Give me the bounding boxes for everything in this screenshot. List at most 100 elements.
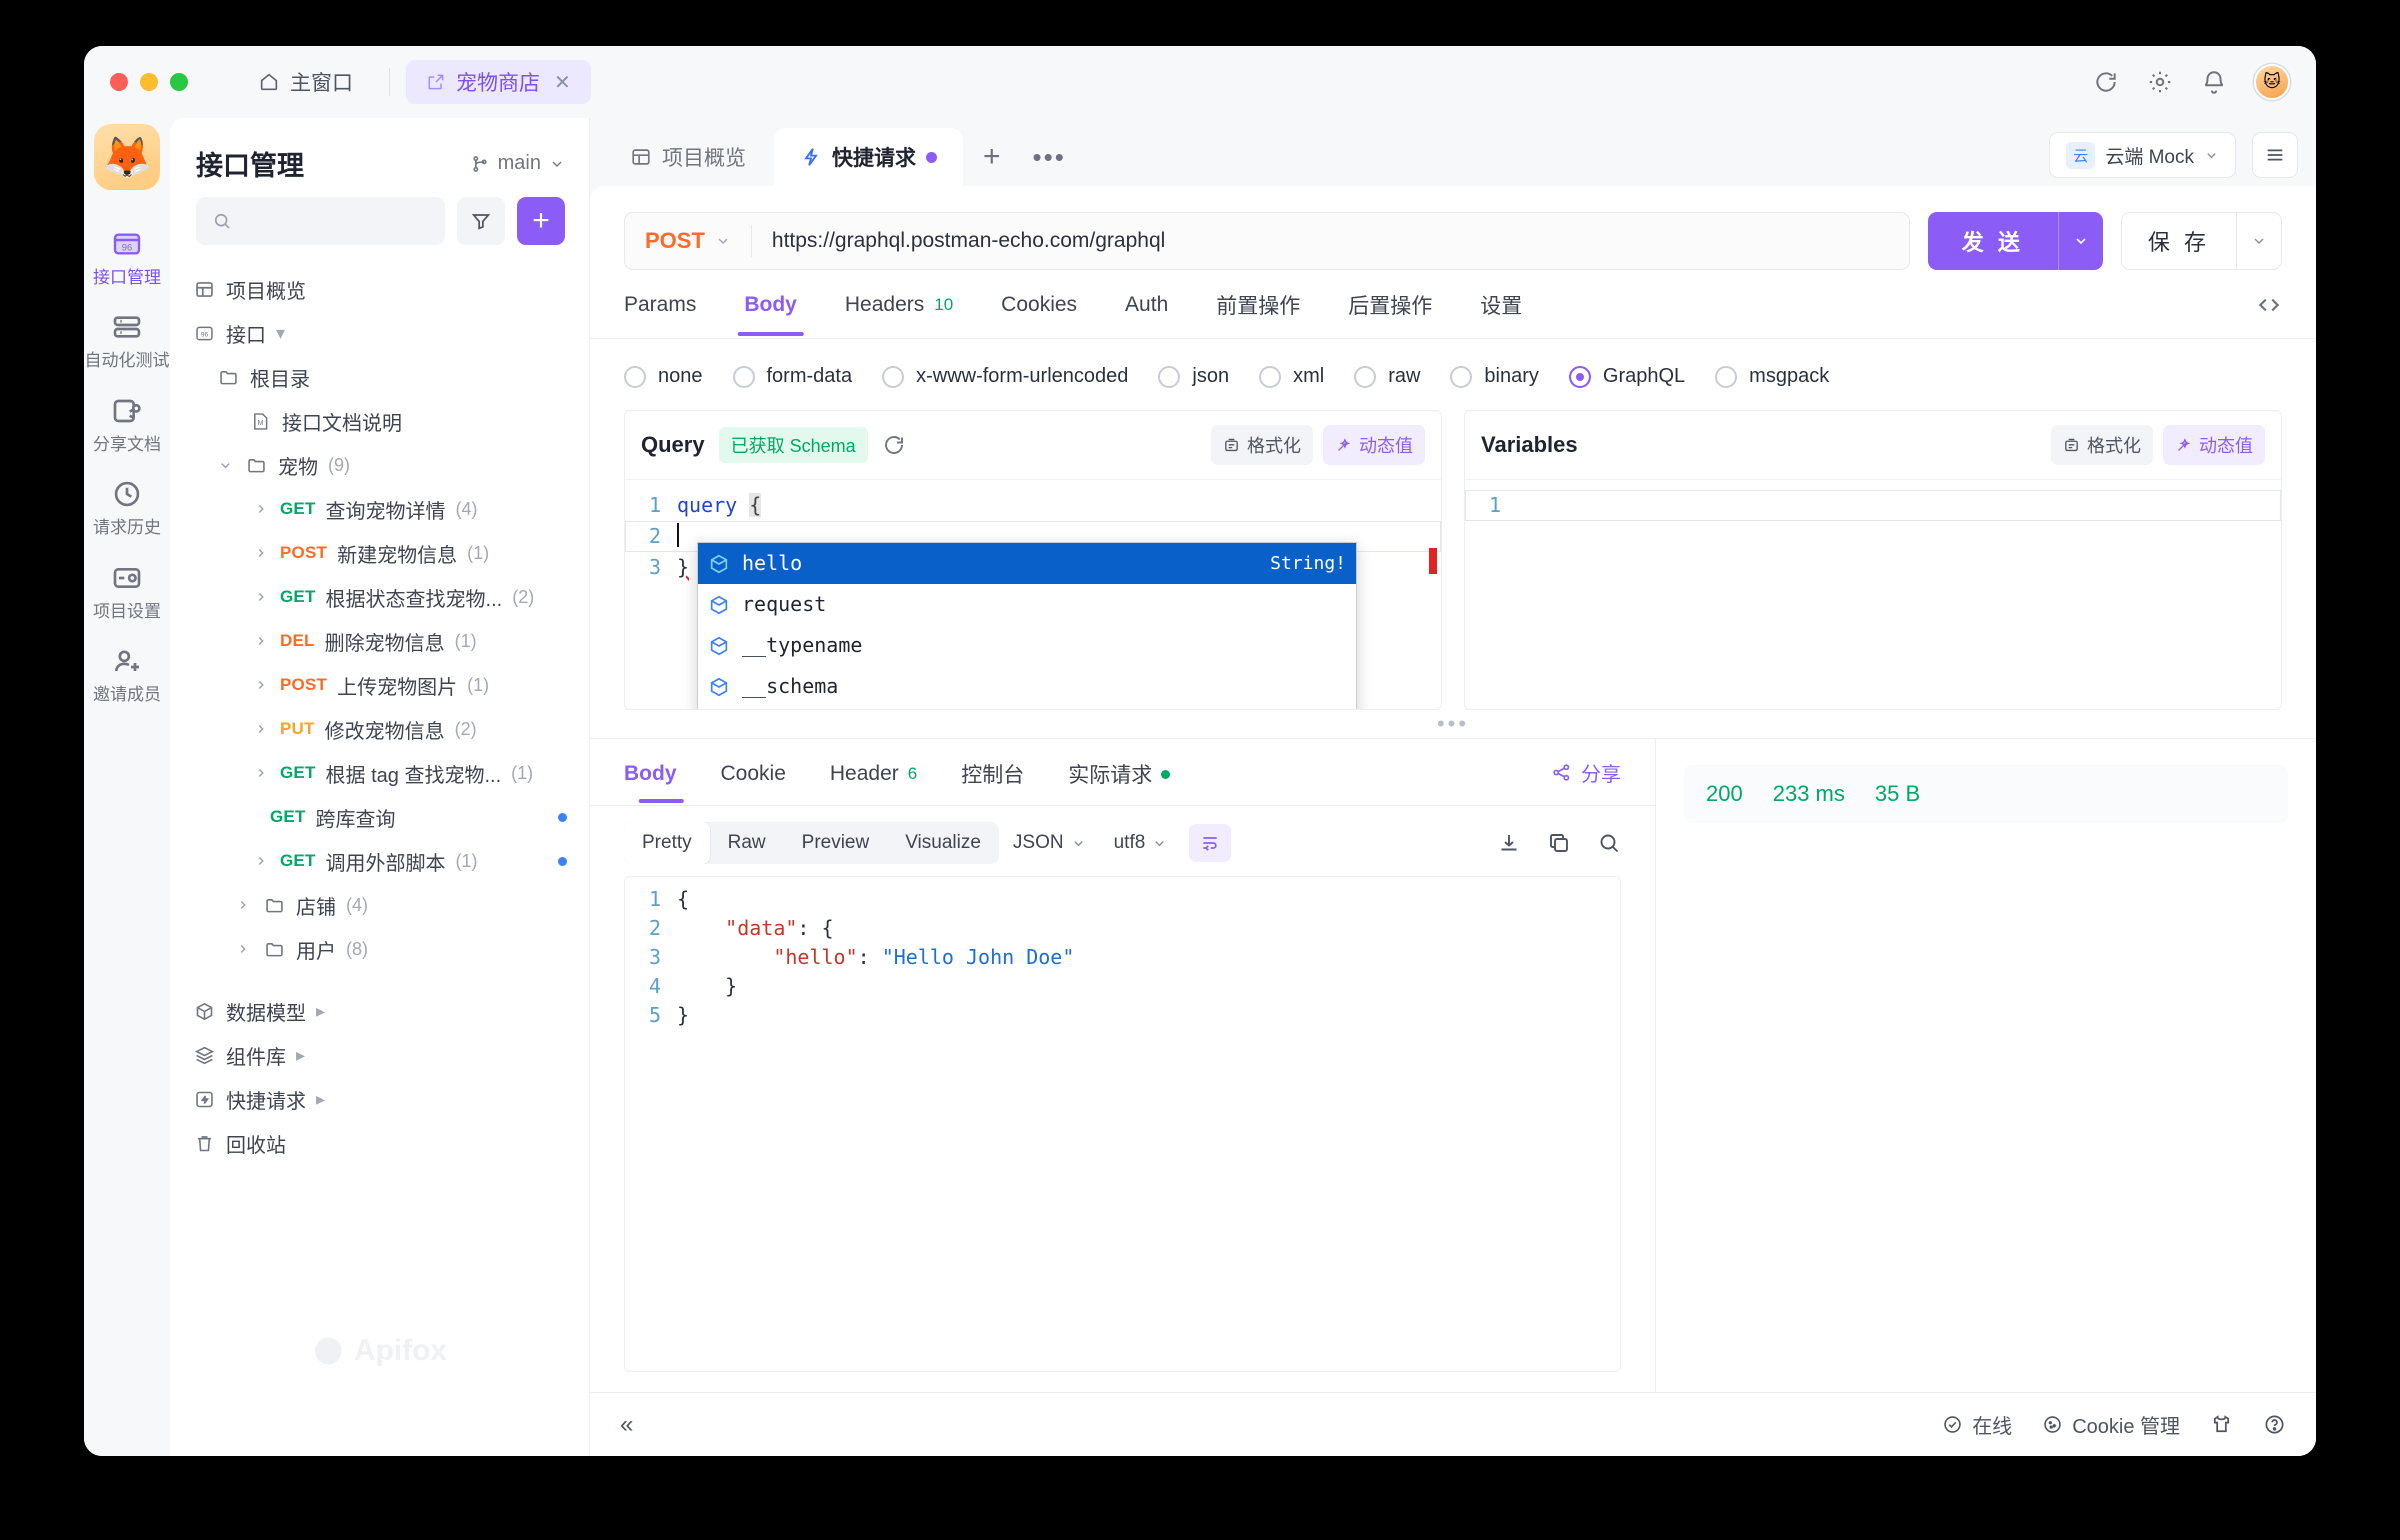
- rail-item-api-management[interactable]: 96 接口管理: [84, 216, 170, 299]
- body-type-none[interactable]: none: [624, 365, 703, 388]
- body-type-binary[interactable]: binary: [1450, 365, 1539, 388]
- view-mode-pretty[interactable]: Pretty: [624, 822, 710, 864]
- autocomplete-item[interactable]: __type: [698, 707, 1356, 709]
- tab-body[interactable]: Body: [720, 293, 821, 335]
- body-type-xml[interactable]: xml: [1259, 365, 1324, 388]
- query-editor[interactable]: 1 query { 2 3 }: [625, 479, 1441, 709]
- chevron-down-icon[interactable]: [216, 458, 234, 473]
- minimize-window-button[interactable]: [140, 73, 158, 91]
- gear-icon[interactable]: [2146, 68, 2174, 96]
- tree-api-row[interactable]: DEL 删除宠物信息 (1): [180, 619, 579, 663]
- sidebar-item-component-library[interactable]: 组件库 ▸: [180, 1033, 579, 1077]
- tab-more-button[interactable]: •••: [1032, 141, 1066, 172]
- shirt-icon[interactable]: [2210, 1413, 2233, 1436]
- method-selector[interactable]: POST: [625, 228, 751, 254]
- window-tab-home[interactable]: 主窗口: [238, 60, 373, 104]
- tab-cookies[interactable]: Cookies: [977, 293, 1101, 335]
- online-status[interactable]: 在线: [1942, 1410, 2012, 1439]
- format-button[interactable]: 格式化: [1211, 425, 1313, 465]
- sync-icon[interactable]: [2092, 68, 2120, 96]
- chevron-right-icon[interactable]: ▸: [316, 1000, 326, 1021]
- response-tab-console[interactable]: 控制台: [939, 739, 1046, 805]
- rail-item-history[interactable]: 请求历史: [84, 466, 170, 549]
- chevron-right-icon[interactable]: [252, 722, 270, 736]
- body-type-msgpack[interactable]: msgpack: [1715, 365, 1829, 388]
- chevron-right-icon[interactable]: [252, 766, 270, 780]
- tree-api-row[interactable]: GET 调用外部脚本 (1): [180, 839, 579, 883]
- maximize-window-button[interactable]: [170, 73, 188, 91]
- autocomplete-item[interactable]: request: [698, 584, 1356, 625]
- cookie-manager-button[interactable]: Cookie 管理: [2042, 1410, 2180, 1439]
- response-tab-header[interactable]: Header 6: [808, 742, 939, 802]
- tree-folder-shop[interactable]: 店铺 (4): [180, 883, 579, 927]
- format-select[interactable]: JSON: [999, 822, 1100, 864]
- send-options-caret[interactable]: [2057, 212, 2103, 270]
- tree-folder-root[interactable]: 根目录: [180, 355, 579, 399]
- tree-api-row[interactable]: POST 新建宠物信息 (1): [180, 531, 579, 575]
- chevron-right-icon[interactable]: [252, 590, 270, 604]
- tree-api-row[interactable]: GET 查询宠物详情 (4): [180, 487, 579, 531]
- tree-folder-pets[interactable]: 宠物 (9): [180, 443, 579, 487]
- share-button[interactable]: 分享: [1551, 758, 1621, 787]
- dynamic-value-button[interactable]: 动态值: [1323, 425, 1425, 465]
- format-button[interactable]: 格式化: [2051, 425, 2153, 465]
- tab-settings[interactable]: 设置: [1456, 290, 1546, 338]
- tab-post-operation[interactable]: 后置操作: [1324, 290, 1456, 338]
- tab-project-overview[interactable]: 项目概览: [604, 128, 772, 186]
- url-input[interactable]: https://graphql.postman-echo.com/graphql: [771, 229, 1166, 252]
- save-options-caret[interactable]: [2236, 213, 2281, 269]
- sidebar-item-data-model[interactable]: 数据模型 ▸: [180, 989, 579, 1033]
- bell-icon[interactable]: [2200, 68, 2228, 96]
- code-snippet-icon[interactable]: [2256, 292, 2282, 336]
- chevron-right-icon[interactable]: [252, 634, 270, 648]
- avatar[interactable]: 🐱: [2254, 64, 2290, 100]
- search-input[interactable]: [196, 197, 445, 245]
- tab-quick-request[interactable]: 快捷请求: [774, 128, 963, 186]
- autocomplete-item[interactable]: __typename: [698, 625, 1356, 666]
- refresh-icon[interactable]: [882, 433, 906, 457]
- tree-folder-user[interactable]: 用户 (8): [180, 927, 579, 971]
- close-window-button[interactable]: [110, 73, 128, 91]
- app-logo[interactable]: 🦊: [94, 124, 160, 190]
- body-type-form-data[interactable]: form-data: [732, 365, 852, 388]
- response-tab-body[interactable]: Body: [624, 742, 699, 802]
- search-icon[interactable]: [1597, 831, 1621, 855]
- rail-item-project-settings[interactable]: 项目设置: [84, 550, 170, 633]
- wrap-icon[interactable]: [1189, 824, 1232, 862]
- tab-headers[interactable]: Headers 10: [821, 293, 977, 335]
- chevron-right-icon[interactable]: [234, 942, 252, 956]
- sidebar-item-trash[interactable]: 回收站: [180, 1121, 579, 1165]
- url-box[interactable]: POST https://graphql.postman-echo.com/gr…: [624, 212, 1910, 270]
- branch-selector[interactable]: main: [470, 152, 565, 175]
- response-body-editor[interactable]: 1 { 2 "data": { 3 "hello": "Hello John D…: [624, 876, 1621, 1372]
- tab-auth[interactable]: Auth: [1101, 293, 1192, 335]
- autocomplete-popup[interactable]: hello String! request: [697, 542, 1357, 709]
- tab-pre-operation[interactable]: 前置操作: [1192, 290, 1324, 338]
- dynamic-value-button[interactable]: 动态值: [2163, 425, 2265, 465]
- chevron-right-icon[interactable]: [252, 854, 270, 868]
- chevron-right-icon[interactable]: ▸: [296, 1044, 306, 1065]
- autocomplete-item[interactable]: __schema: [698, 666, 1356, 707]
- sidebar-item-apis[interactable]: 96 接口 ▾: [180, 311, 579, 355]
- view-mode-visualize[interactable]: Visualize: [905, 832, 981, 853]
- sidebar-item-quick-request[interactable]: 快捷请求 ▸: [180, 1077, 579, 1121]
- chevron-right-icon[interactable]: [252, 502, 270, 516]
- response-tab-actual-request[interactable]: 实际请求: [1046, 739, 1192, 805]
- view-mode-raw[interactable]: Raw: [727, 832, 766, 853]
- body-type-urlencoded[interactable]: x-www-form-urlencoded: [882, 365, 1128, 388]
- chevron-down-icon[interactable]: ▾: [276, 322, 286, 343]
- rail-item-invite[interactable]: 邀请成员: [84, 633, 170, 716]
- chevron-right-icon[interactable]: ▸: [316, 1088, 326, 1109]
- filter-button[interactable]: [457, 197, 505, 245]
- autocomplete-item[interactable]: hello String!: [698, 543, 1356, 584]
- tree-api-row[interactable]: GET 根据状态查找宠物... (2): [180, 575, 579, 619]
- mock-env-selector[interactable]: 云 云端 Mock: [2049, 132, 2236, 178]
- collapse-panel-button[interactable]: «: [620, 1410, 634, 1438]
- tree-doc-item[interactable]: M 接口文档说明: [180, 399, 579, 443]
- save-button[interactable]: 保 存: [2120, 212, 2282, 270]
- add-button[interactable]: +: [517, 197, 565, 245]
- sidebar-item-overview[interactable]: 项目概览: [180, 267, 579, 311]
- body-type-json[interactable]: json: [1158, 365, 1229, 388]
- tree-api-row[interactable]: POST 上传宠物图片 (1): [180, 663, 579, 707]
- body-type-raw[interactable]: raw: [1354, 365, 1420, 388]
